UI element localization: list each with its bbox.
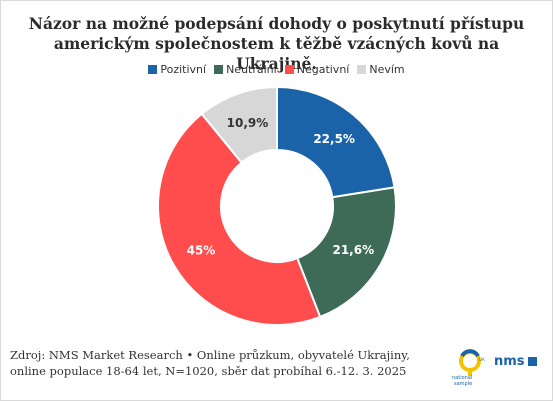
svg-text:UA: UA	[479, 357, 485, 362]
svg-text:national: national	[452, 375, 472, 381]
nms-logo-text: nms	[494, 354, 525, 369]
legend-label: Nevím	[369, 63, 405, 76]
legend-item: Neutrální	[214, 63, 277, 76]
legend-label: Pozitivní	[160, 63, 207, 76]
slice-label: 10,9%	[227, 116, 269, 130]
legend-swatch	[284, 65, 294, 74]
nms-logo: nms	[494, 354, 537, 369]
legend-item: Nevím	[357, 63, 405, 76]
slice-label: 45%	[187, 243, 216, 257]
legend-swatch	[214, 65, 224, 74]
donut-slice	[276, 85, 396, 199]
source-note: Zdroj: NMS Market Research • Online průz…	[10, 348, 410, 378]
legend-label: Neutrální	[226, 63, 277, 76]
svg-text:sample: sample	[454, 381, 472, 387]
chart-title: Názor na možné podepsání dohody o poskyt…	[28, 14, 525, 73]
national-sample-logo: national sample UA	[452, 349, 485, 387]
slice-label: 22,5%	[313, 132, 355, 146]
legend-swatch	[148, 65, 158, 74]
donut-slice	[200, 85, 278, 165]
legend-swatch	[357, 65, 367, 74]
donut-slice	[295, 186, 397, 319]
slice-label: 21,6%	[332, 243, 374, 257]
legend: Pozitivní Neutrální Negativní Nevím	[0, 63, 553, 76]
legend-item: Negativní	[284, 63, 350, 76]
nms-logo-square	[527, 357, 537, 366]
donut-slice	[157, 112, 322, 326]
legend-item: Pozitivní	[148, 63, 206, 76]
legend-label: Negativní	[296, 63, 350, 76]
